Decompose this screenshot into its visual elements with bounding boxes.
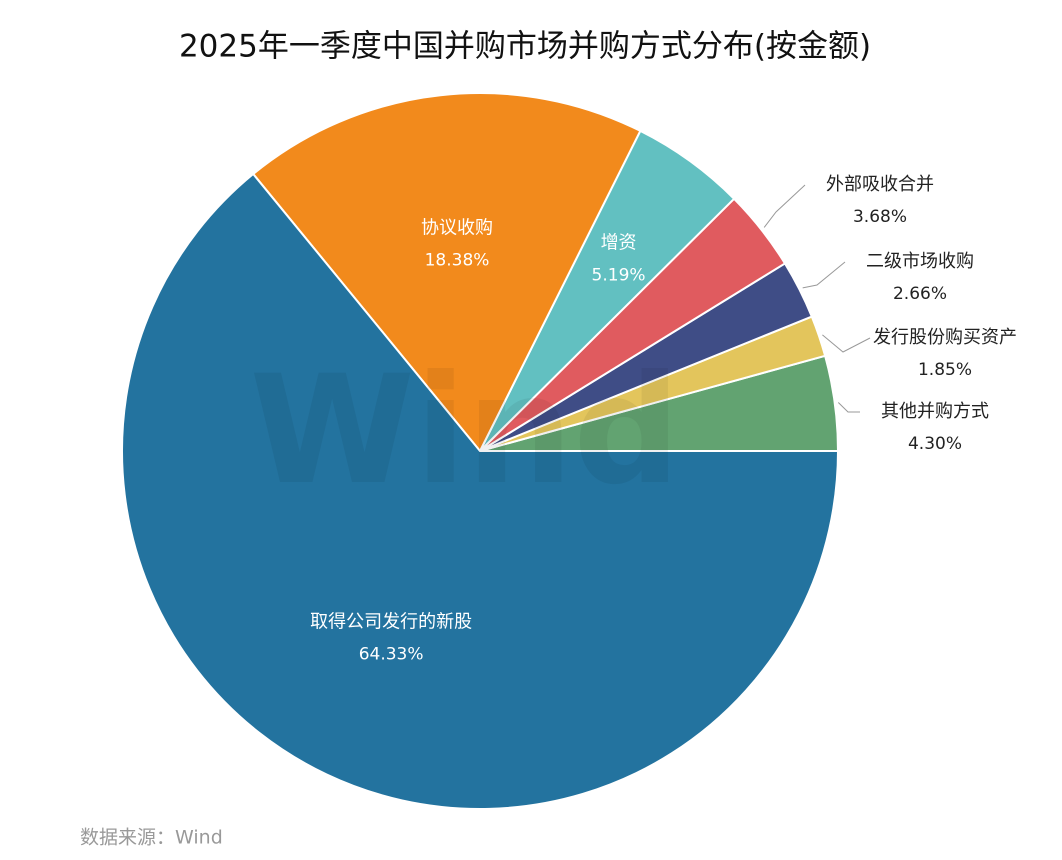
slice-label: 发行股份购买资产 — [873, 327, 1017, 348]
slice-value: 4.30% — [908, 434, 962, 454]
slice-value: 1.85% — [918, 360, 972, 380]
source: 数据来源：Wind — [80, 827, 223, 849]
chart-title: 2025年一季度中国并购市场并购方式分布(按金额) — [179, 29, 871, 65]
slice-label: 外部吸收合并 — [826, 174, 934, 195]
slice-value: 3.68% — [853, 207, 907, 227]
watermark: Wind — [249, 344, 680, 518]
slice-value: 64.33% — [359, 645, 424, 665]
pie-slice — [121, 172, 840, 810]
leader-line — [837, 402, 860, 413]
slice-value: 18.38% — [425, 251, 490, 271]
leader-line — [802, 261, 846, 289]
slice-label: 取得公司发行的新股 — [310, 612, 472, 633]
leader-line — [763, 184, 806, 228]
leader-line — [822, 334, 871, 353]
slice-label: 协议收购 — [421, 218, 493, 239]
slice-label: 其他并购方式 — [881, 401, 989, 422]
slice-value: 5.19% — [592, 266, 646, 286]
slice-value: 2.66% — [893, 284, 947, 304]
pie-slice — [251, 92, 642, 453]
slice-label: 增资 — [601, 233, 637, 254]
slice-label: 二级市场收购 — [866, 251, 974, 272]
